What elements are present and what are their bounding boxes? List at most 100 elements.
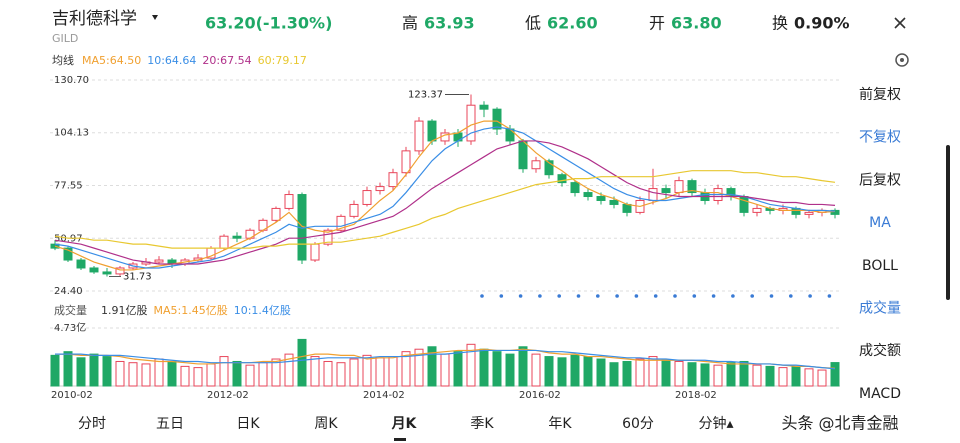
volume-bar	[102, 356, 112, 387]
tab[interactable]: 日K	[236, 416, 260, 432]
volume-tick-label: 4.73亿	[54, 321, 86, 334]
candle-body	[271, 207, 281, 221]
volume-bar	[531, 353, 541, 387]
side-menu-item[interactable]: 不复权	[859, 129, 901, 146]
x-tick-label: 2014-02	[363, 390, 405, 401]
close-button[interactable]	[894, 17, 906, 29]
volume-bar	[791, 365, 801, 387]
x-tick-label: 2018-02	[675, 390, 717, 401]
volume-bar	[245, 364, 255, 387]
volume-bar	[583, 356, 593, 387]
ma-line	[54, 140, 836, 265]
candle-body	[830, 209, 840, 215]
side-menu-item[interactable]: MA	[869, 215, 891, 231]
high-annotation: 123.37	[408, 90, 443, 101]
volume-bar	[687, 362, 697, 387]
marker-dot	[827, 294, 832, 298]
ma-legend: 20:67.54	[202, 54, 251, 67]
scrollbar[interactable]	[946, 145, 950, 300]
volume-bar	[63, 351, 73, 387]
x-tick-label: 2010-02	[51, 390, 93, 401]
ma-legend: MA5:64.50	[82, 54, 141, 67]
turnover-label: 换	[772, 14, 788, 33]
low-label: 低	[525, 14, 541, 33]
volume-bar	[414, 348, 424, 387]
open-value: 63.80	[671, 14, 722, 33]
volume-bar	[765, 365, 775, 387]
candle-body	[89, 267, 99, 273]
volume-bar	[739, 360, 749, 387]
y-tick-label: 77.55	[54, 181, 83, 192]
tab[interactable]: 分钟▴	[698, 415, 733, 432]
watermark: 头条 @北青金融	[781, 414, 898, 433]
tab[interactable]: 60分	[622, 416, 654, 432]
volume-ma-line	[55, 349, 836, 370]
side-menu-item[interactable]: BOLL	[862, 258, 898, 274]
marker-dot	[538, 294, 542, 298]
side-menu-item[interactable]: 前复权	[859, 86, 901, 103]
candle-body	[804, 211, 814, 215]
candle-body	[401, 150, 411, 174]
volume-bar	[349, 358, 359, 387]
price: 63.20(-1.30%)	[205, 14, 332, 33]
side-menu-item[interactable]: 成交量	[859, 300, 901, 317]
volume-bar	[713, 364, 723, 387]
turnover-value: 0.90%	[794, 14, 850, 33]
volume-bar	[661, 359, 671, 387]
candle-body	[336, 215, 346, 231]
tab[interactable]: 分时	[78, 416, 106, 432]
volume-bar	[570, 354, 580, 387]
stock-name[interactable]: 吉利德科学	[52, 9, 137, 29]
volume-bar	[219, 356, 229, 387]
marker-dot	[692, 294, 697, 298]
tab[interactable]: 年K	[548, 416, 572, 432]
volume-bar	[115, 360, 125, 387]
dropdown-icon[interactable]	[152, 15, 158, 20]
volume-bar	[700, 363, 710, 387]
volume-bar	[778, 367, 788, 387]
tab[interactable]: 五日	[156, 416, 184, 432]
candle-body	[388, 172, 398, 188]
tab[interactable]: 月K	[391, 416, 418, 432]
marker-dot	[769, 294, 774, 298]
volume-bar	[674, 360, 684, 387]
marker-dot	[711, 294, 716, 298]
volume-bar	[401, 351, 411, 387]
volume-bar	[609, 362, 619, 387]
low-value: 62.60	[547, 14, 598, 33]
candle-body	[752, 207, 762, 213]
volume-bar	[505, 353, 515, 387]
candle-body	[479, 104, 489, 110]
candle-body	[232, 235, 242, 239]
marker-dot	[576, 294, 581, 298]
volume-title: 成交量	[54, 303, 87, 317]
y-tick-label: 24.40	[54, 286, 83, 297]
volume-bar	[427, 346, 437, 387]
candle-body	[76, 259, 86, 269]
volume-bar	[76, 357, 86, 387]
candle-body	[596, 196, 606, 201]
volume-legend: 10:1.4亿股	[234, 304, 291, 317]
candle-body	[102, 271, 112, 275]
open-label: 开	[649, 14, 665, 33]
volume-bar	[596, 358, 606, 387]
settings-icon[interactable]	[895, 53, 909, 67]
volume-bar	[128, 362, 138, 387]
volume-bar	[817, 369, 827, 387]
side-menu-item[interactable]: 后复权	[859, 171, 901, 188]
candle-body	[323, 229, 333, 245]
tab[interactable]: 周K	[314, 416, 338, 432]
y-tick-label: 130.70	[54, 75, 89, 86]
ma-line	[54, 170, 836, 249]
tab[interactable]: 季K	[470, 416, 494, 432]
volume-ma-line	[55, 348, 836, 369]
marker-dot	[750, 294, 754, 298]
side-menu-item[interactable]: 成交额	[859, 342, 901, 359]
volume-bar	[336, 362, 346, 387]
volume-bar	[544, 356, 554, 387]
volume-bar	[440, 353, 450, 387]
volume-bar	[323, 360, 333, 387]
side-menu-item[interactable]: MACD	[859, 386, 901, 402]
volume-bar	[154, 358, 164, 387]
